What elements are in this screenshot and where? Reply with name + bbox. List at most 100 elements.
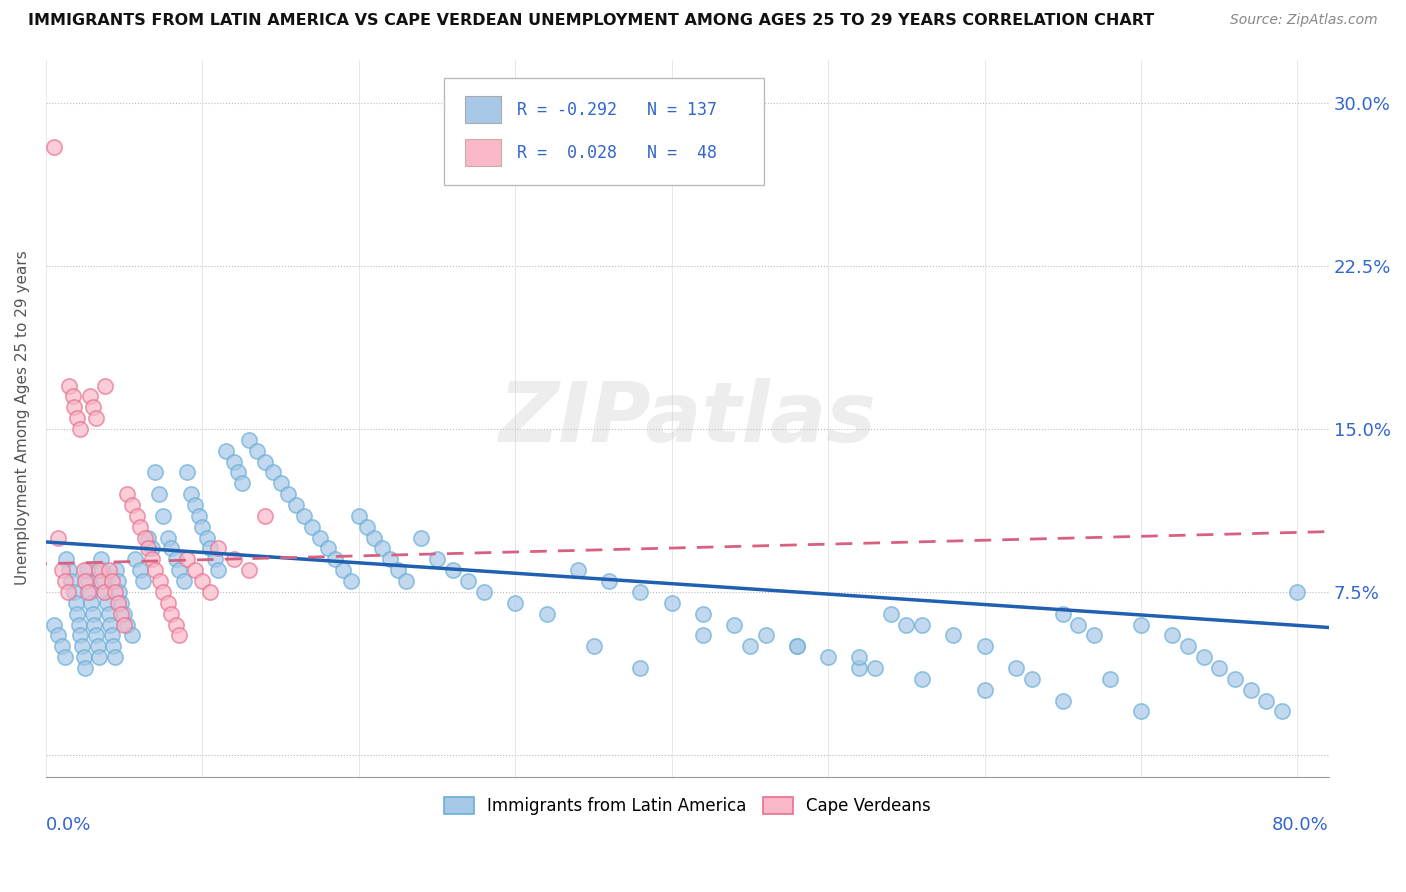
Point — [378, 552, 401, 566]
Point — [121, 628, 143, 642]
Point — [58, 378, 80, 392]
Point — [598, 574, 620, 588]
Point — [1052, 607, 1074, 621]
Text: IMMIGRANTS FROM LATIN AMERICA VS CAPE VERDEAN UNEMPLOYMENT AMONG AGES 25 TO 29 Y: IMMIGRANTS FROM LATIN AMERICA VS CAPE VE… — [28, 13, 1154, 29]
Point — [301, 520, 323, 534]
Point — [817, 650, 839, 665]
Point — [215, 443, 238, 458]
Point — [141, 552, 163, 566]
Point — [1098, 672, 1121, 686]
Point — [112, 617, 135, 632]
FancyBboxPatch shape — [465, 139, 502, 167]
Point — [82, 401, 104, 415]
Point — [395, 574, 418, 588]
Point — [93, 574, 115, 588]
Point — [136, 541, 159, 556]
Point — [100, 628, 122, 642]
Point — [84, 411, 107, 425]
Point — [91, 563, 114, 577]
Point — [582, 640, 605, 654]
Point — [63, 401, 86, 415]
Point — [51, 640, 73, 654]
Point — [98, 617, 121, 632]
Point — [786, 640, 808, 654]
Point — [76, 563, 98, 577]
Point — [848, 650, 870, 665]
Point — [1161, 628, 1184, 642]
FancyBboxPatch shape — [465, 96, 502, 123]
Point — [1223, 672, 1246, 686]
Point — [973, 682, 995, 697]
Point — [70, 640, 93, 654]
Point — [630, 585, 652, 599]
Point — [277, 487, 299, 501]
Point — [165, 552, 187, 566]
Point — [107, 574, 129, 588]
Point — [1256, 693, 1278, 707]
Point — [270, 476, 292, 491]
Point — [387, 563, 409, 577]
Point — [222, 454, 245, 468]
Point — [567, 563, 589, 577]
Point — [896, 617, 918, 632]
Point — [42, 139, 65, 153]
Point — [105, 563, 128, 577]
Point — [69, 422, 91, 436]
Point — [66, 607, 89, 621]
Point — [56, 585, 79, 599]
Point — [347, 508, 370, 523]
Point — [97, 563, 120, 577]
Point — [222, 552, 245, 566]
Point — [1052, 693, 1074, 707]
Point — [42, 617, 65, 632]
Point — [207, 563, 229, 577]
Point — [191, 574, 214, 588]
Point — [104, 585, 127, 599]
Point — [134, 531, 156, 545]
Point — [48, 531, 70, 545]
Point — [77, 574, 100, 588]
Point — [183, 563, 205, 577]
Point — [128, 563, 150, 577]
Point — [110, 607, 132, 621]
Point — [156, 596, 179, 610]
Point — [110, 596, 132, 610]
Point — [90, 552, 112, 566]
Point — [253, 508, 276, 523]
Text: R =  0.028   N =  48: R = 0.028 N = 48 — [517, 144, 717, 161]
Point — [63, 585, 86, 599]
Point — [285, 498, 308, 512]
Point — [188, 508, 211, 523]
Point — [880, 607, 903, 621]
Point — [117, 617, 139, 632]
Point — [75, 661, 97, 675]
Point — [316, 541, 339, 556]
Point — [104, 650, 127, 665]
Point — [167, 628, 190, 642]
Point — [238, 563, 260, 577]
Text: 0.0%: 0.0% — [46, 816, 91, 834]
Point — [536, 607, 558, 621]
Point — [176, 552, 198, 566]
Point — [863, 661, 886, 675]
Point — [77, 585, 100, 599]
Point — [173, 574, 195, 588]
Point — [93, 585, 115, 599]
Text: R = -0.292   N = 137: R = -0.292 N = 137 — [517, 101, 717, 119]
Point — [195, 531, 218, 545]
Point — [911, 672, 934, 686]
Point — [58, 563, 80, 577]
Text: ZIPatlas: ZIPatlas — [499, 377, 876, 458]
Point — [1083, 628, 1105, 642]
Point — [89, 650, 111, 665]
FancyBboxPatch shape — [444, 78, 765, 185]
Point — [97, 607, 120, 621]
Point — [100, 574, 122, 588]
Point — [108, 585, 131, 599]
Point — [911, 617, 934, 632]
Point — [1130, 617, 1153, 632]
Point — [200, 541, 222, 556]
Point — [86, 640, 108, 654]
Point — [692, 607, 714, 621]
Point — [411, 531, 433, 545]
